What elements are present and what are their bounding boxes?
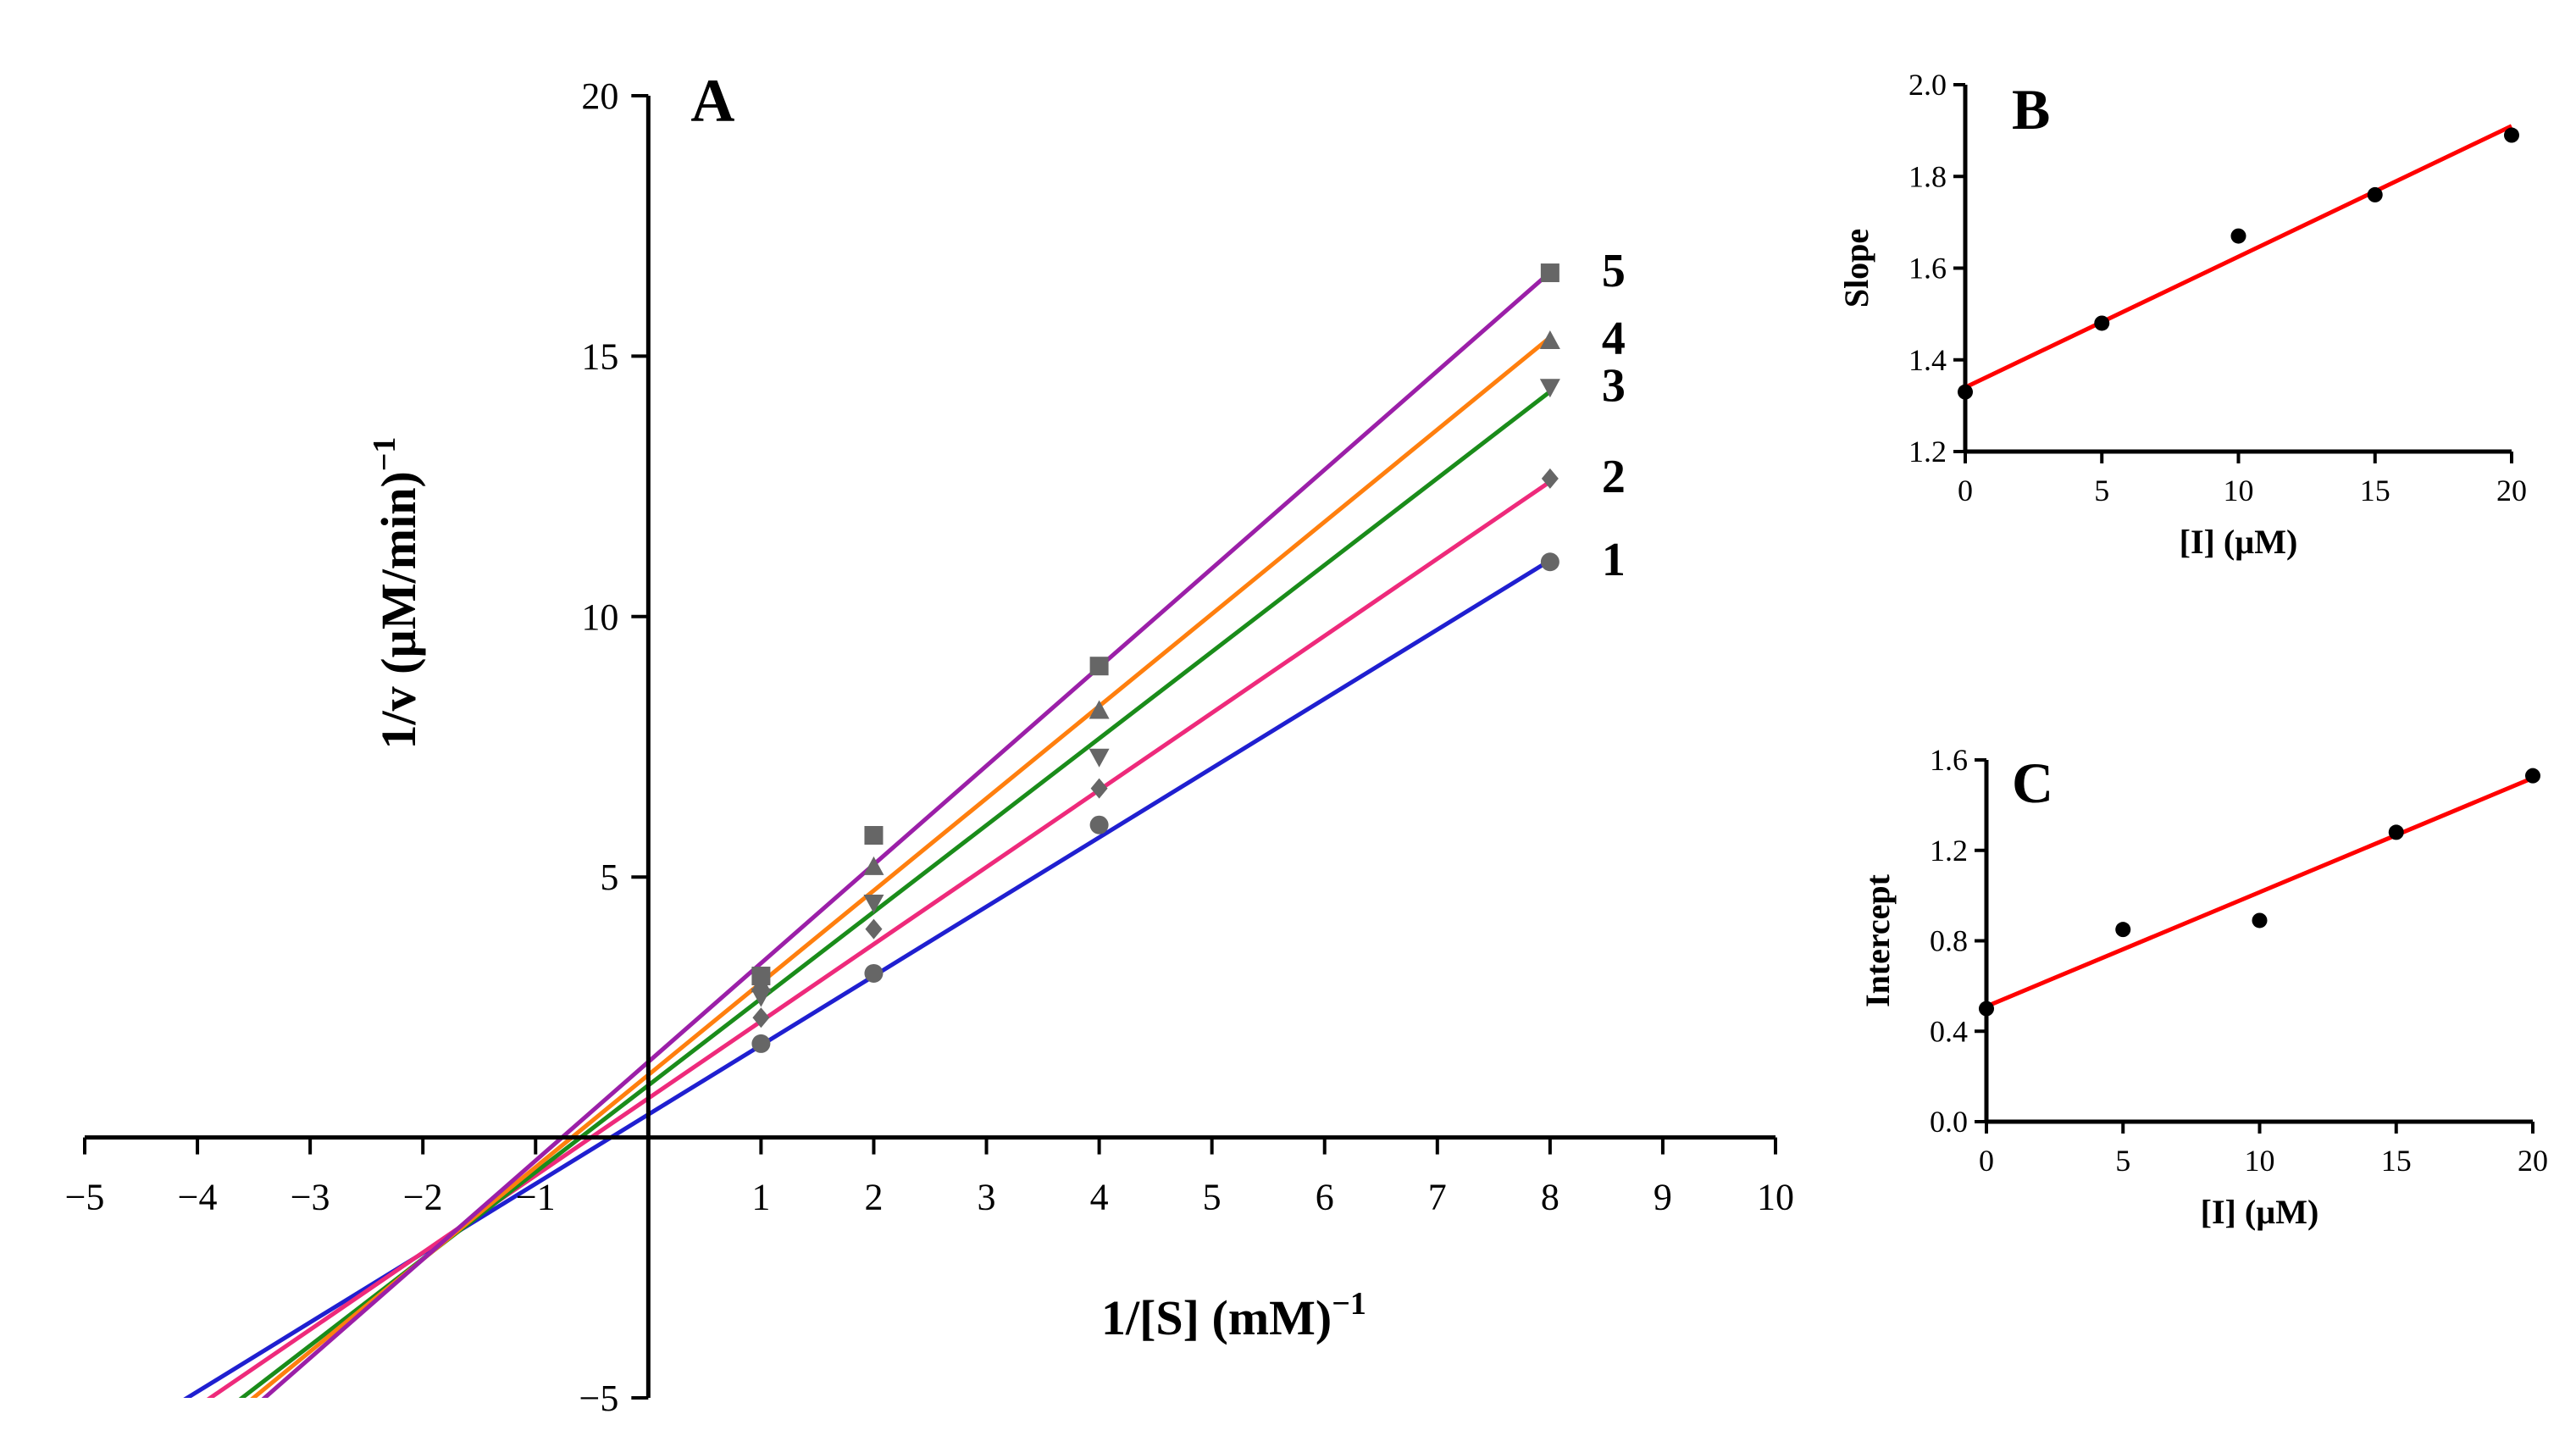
- panel-a-fit-line: [261, 270, 1552, 1398]
- panel-a-series-label-4: 4: [1602, 313, 1626, 365]
- panel-a-y-tick-label: −5: [579, 1378, 619, 1419]
- panel-b-data-point: [1958, 384, 1973, 400]
- panel-a-marker-triangle-up: [1089, 700, 1110, 719]
- panel-a-marker-triangle-down: [863, 894, 884, 913]
- panel-b-x-tick-label: 5: [2094, 474, 2109, 507]
- panel-a-x-tick-label: 1: [751, 1177, 770, 1218]
- panel-a-marker-diamond: [865, 918, 883, 940]
- panel-b-x-tick-label: 20: [2496, 474, 2527, 507]
- panel-b-y-tick-label: 1.2: [1908, 435, 1947, 468]
- panel-b-y-tick-label: 1.6: [1908, 252, 1947, 286]
- panel-b-y-tick-label: 1.4: [1908, 343, 1947, 377]
- panel-c-x-tick-label: 20: [2518, 1144, 2548, 1178]
- panel-a-x-tick-label: 5: [1203, 1177, 1222, 1218]
- panel-c-x-tick-label: 15: [2381, 1144, 2412, 1178]
- panel-a-marker-triangle-down: [751, 988, 772, 1007]
- panel-c-data-point: [2252, 912, 2268, 929]
- panel-b-y-tick-label: 2.0: [1908, 68, 1947, 102]
- panel-b-data-point: [2230, 228, 2246, 244]
- panel-b-letter: B: [2012, 77, 2050, 141]
- panel-a-series-label-3: 3: [1602, 359, 1626, 412]
- panel-c-x-tick-label: 10: [2245, 1144, 2275, 1178]
- panel-c-x-axis-title: [I] (µM): [2201, 1193, 2319, 1231]
- panel-a-marker-circle: [864, 963, 884, 983]
- panel-a-marker-square: [864, 826, 884, 845]
- panel-b-data-point: [2094, 315, 2110, 331]
- panel-c-data-point: [2115, 922, 2131, 938]
- panel-a-x-tick-label: 9: [1654, 1177, 1672, 1218]
- panel-c-data-point: [1979, 1001, 1994, 1017]
- panel-a-marker-circle: [751, 1034, 771, 1053]
- panel-a-series-label-5: 5: [1602, 245, 1626, 297]
- panel-a-fit-line: [238, 390, 1552, 1398]
- panel-b-x-tick-label: 10: [2224, 474, 2254, 507]
- panel-a-series-label-2: 2: [1602, 451, 1626, 503]
- panel-a-y-axis-title: 1/v (µM/min)−1: [367, 437, 426, 750]
- panel-b-x-tick-label: 0: [1958, 474, 1973, 507]
- panel-a-x-axis-title: 1/[S] (mM)−1: [1101, 1286, 1366, 1345]
- panel-b-y-tick-label: 1.8: [1908, 159, 1947, 193]
- panel-c-y-axis-title: Intercept: [1859, 873, 1897, 1007]
- panel-b-data-point: [2504, 127, 2519, 143]
- panel-a-series-label-1: 1: [1602, 534, 1626, 586]
- panel-a-marker-circle: [1089, 815, 1109, 834]
- panel-a-marker-square: [751, 967, 771, 986]
- panel-a-letter: A: [690, 67, 734, 135]
- panel-a-y-tick-label: 20: [581, 75, 618, 117]
- panel-c-x-tick-label: 5: [2115, 1144, 2130, 1178]
- panel-a-marker-square: [1089, 657, 1109, 676]
- panel-b-fit-line: [1964, 124, 2513, 390]
- panel-c-fit-line: [1986, 776, 2534, 1009]
- panel-c-x-tick-label: 0: [1979, 1144, 1994, 1178]
- panel-a-x-tick-label: −5: [65, 1177, 105, 1218]
- panel-a-marker-circle: [1540, 552, 1559, 572]
- panel-a-fit-lines: [183, 270, 1552, 1398]
- panel-a-x-tick-label: 8: [1541, 1177, 1559, 1218]
- panel-a-x-tick-label: −4: [178, 1177, 218, 1218]
- panel-a-x-tick-label: 4: [1090, 1177, 1109, 1218]
- panel-a-x-tick-label: −1: [516, 1177, 556, 1218]
- panel-a-x-tick-label: −3: [291, 1177, 330, 1218]
- panel-b-x-axis-title: [I] (µM): [2180, 523, 2298, 561]
- panel-a-fit-line: [206, 480, 1552, 1398]
- panel-c-y-tick-label: 0.4: [1930, 1014, 1968, 1048]
- panel-a-x-tick-label: −2: [403, 1177, 443, 1218]
- panel-a-x-tick-label: 3: [978, 1177, 996, 1218]
- panel-a-marker-triangle-up: [863, 856, 884, 875]
- panel-a-x-tick-label: 10: [1757, 1177, 1794, 1218]
- panel-c-y-tick-label: 1.6: [1930, 743, 1968, 777]
- panel-a-marker-diamond: [1541, 468, 1559, 489]
- panel-c-data-point: [2388, 824, 2404, 840]
- panel-c-data-point: [2525, 768, 2540, 784]
- panel-a-x-tick-label: 2: [864, 1177, 883, 1218]
- panel-a-x-tick-label: 7: [1428, 1177, 1447, 1218]
- panel-c-y-tick-label: 0.8: [1930, 924, 1968, 958]
- panel-b-y-axis-title: Slope: [1837, 229, 1875, 308]
- panel-a-y-tick-label: 15: [581, 335, 618, 377]
- panel-a-marker-square: [1540, 263, 1559, 283]
- panel-c-y-tick-label: 0.0: [1930, 1105, 1968, 1139]
- panel-a-marker-diamond: [1090, 778, 1108, 799]
- panel-a-x-tick-label: 6: [1316, 1177, 1334, 1218]
- panel-b-x-tick-label: 15: [2360, 474, 2390, 507]
- panel-a-marker-triangle-down: [1089, 748, 1110, 768]
- panel-a-y-tick-label: 5: [600, 857, 618, 898]
- panel-a-marker-triangle-down: [1539, 379, 1560, 398]
- panel-b-data-point: [2367, 186, 2383, 202]
- panel-c-letter: C: [2012, 751, 2053, 815]
- panel-c-y-tick-label: 1.2: [1930, 834, 1968, 868]
- panel-a-y-tick-label: 10: [581, 596, 618, 638]
- panel-a-marker-diamond: [752, 1007, 770, 1028]
- panel-a-marker-triangle-up: [1539, 330, 1560, 349]
